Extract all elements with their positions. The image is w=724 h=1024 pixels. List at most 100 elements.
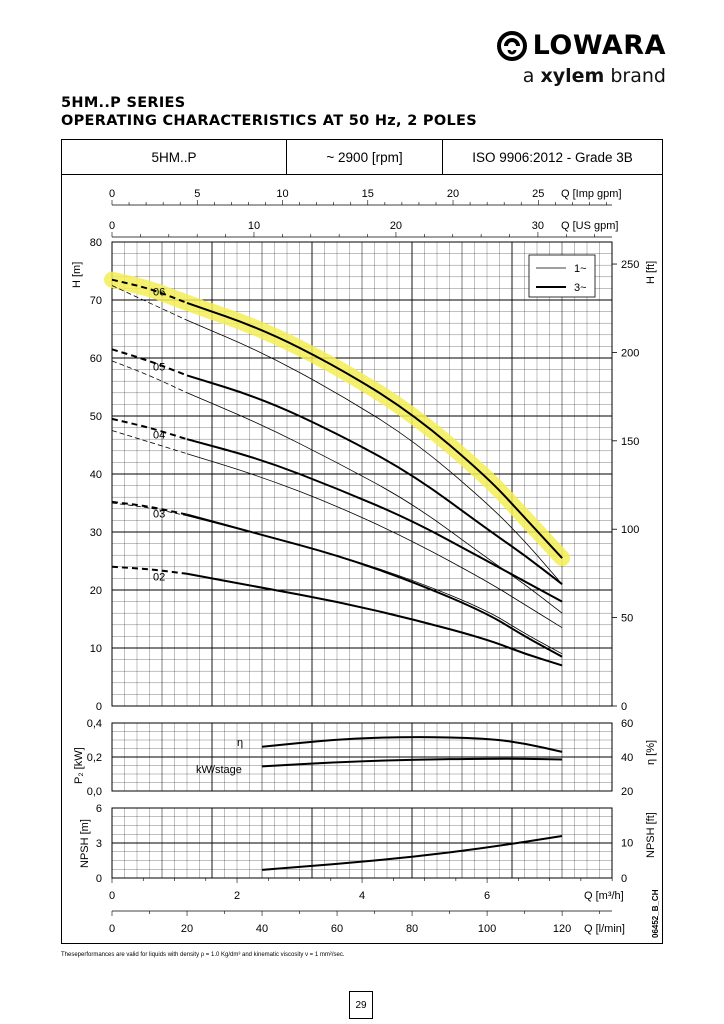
head-ytick-right-label: 0 [621,701,627,713]
power-ytick-label: 0,4 [87,718,102,730]
m3h-axis-label: Q [m³/h] [584,890,624,902]
head-ylabel: H [m] [71,262,83,288]
head-ytick-label: 60 [90,353,102,365]
page-number: 29 [349,991,373,1019]
power-ylabel-right: η [%] [645,740,657,765]
legend-box [528,254,596,298]
head-ytick-label: 70 [90,295,102,307]
imp-axis-label: Q [Imp gpm] [561,188,622,200]
footnote: Theseperformances are valid for liquids … [61,952,345,958]
head-curve-03-thin-dashed [111,502,188,517]
head-ytick-right-label: 150 [621,436,639,448]
us-tick-label: 20 [390,220,402,232]
npsh-curve [261,835,563,871]
head-curve-05-thick [186,374,563,585]
head-ytick-label: 80 [90,237,102,249]
curve-label-04: 04 [153,430,165,442]
us-tick-label: 30 [532,220,544,232]
speed-cell: ~ 2900 [rpm] [287,140,443,174]
lmin-tick-label: 40 [256,923,268,935]
brand-name: LOWARA [532,30,666,61]
head-ytick-label: 50 [90,411,102,423]
imp-tick-label: 10 [276,188,288,200]
drawing-code: 06452_B_CH [651,889,660,938]
npsh-ylabel-right: NPSH [ft] [645,812,657,858]
head-curve-04-thin [186,453,563,629]
imp-tick-label: 25 [532,188,544,200]
brand-block: LOWARA a xylem brand [496,30,666,87]
standard-cell: ISO 9906:2012 - Grade 3B [472,149,633,165]
npsh-ylabel: NPSH [m] [79,819,91,868]
curve-label-02: 02 [153,572,165,584]
lmin-tick-label: 0 [109,923,115,935]
head-curve-04-thick [186,438,563,603]
us-tick-label: 10 [248,220,260,232]
head-curve-06-thick-dashed [111,278,188,304]
head-border [111,241,613,707]
head-curve-06-thin [186,319,563,585]
series-title: 5HM..P SERIES [61,95,186,111]
m3h-tick-label: 0 [109,890,115,902]
page-title: 5HM..P SERIES OPERATING CHARACTERISTICS … [61,94,477,130]
brand-logo: LOWARA [496,30,666,61]
head-ytick-label: 20 [90,585,102,597]
head-curve-06-thin-dashed [111,285,188,321]
head-ytick-right-label: 100 [621,524,639,536]
head-ylabel-right: H [ft] [645,261,657,284]
npsh-ytick-right-label: 0 [621,873,627,885]
npsh-ytick-label: 6 [96,803,102,815]
imp-tick-label: 5 [194,188,200,200]
eta-ytick-label: 60 [621,718,633,730]
legend-label-1: 1~ [574,263,587,275]
head-ytick-right-label: 50 [621,613,633,625]
us-tick-label: 0 [109,220,115,232]
head-ytick-label: 40 [90,469,102,481]
head-curve-04-thin-dashed [111,430,188,455]
kw-label: kW/stage [196,764,242,776]
head-ytick-right-label: 200 [621,347,639,359]
model-cell: 5HM..P [62,140,287,174]
head-ytick-label: 0 [96,701,102,713]
head-ytick-label: 10 [90,643,102,655]
kw-curve [261,757,563,768]
head-ytick-right-label: 250 [621,259,639,271]
power-ylabel: P₂ [kW] [73,747,85,784]
head-curve-05-thin-dashed [111,360,188,394]
lmin-tick-label: 80 [406,923,418,935]
lmin-tick-label: 120 [553,923,571,935]
us-axis-label: Q [US gpm] [561,220,618,232]
lmin-tick-label: 20 [181,923,193,935]
npsh-ytick-label: 3 [96,838,102,850]
lmin-axis-label: Q [l/min] [584,923,625,935]
head-curve-05-thick-dashed [111,348,188,377]
head-curve-03-thick-dashed [111,500,188,516]
chart-frame [61,174,663,944]
m3h-tick-label: 2 [234,890,240,902]
power-ytick-label: 0,0 [87,786,102,798]
eta-ytick-label: 20 [621,786,633,798]
power-border [111,722,613,792]
head-curve-06-thick [186,301,563,559]
curve-label-06: 06 [153,286,165,298]
head-curve-02-thick [186,572,563,667]
curve-label-03: 03 [153,508,165,520]
head-curve-04-thick-dashed [111,417,188,441]
imp-tick-label: 20 [447,188,459,200]
imp-tick-label: 15 [362,188,374,200]
npsh-ytick-right-label: 10 [621,837,633,849]
brand-tagline: a xylem brand [522,65,666,87]
npsh-ytick-label: 0 [96,873,102,885]
imp-tick-label: 0 [109,188,115,200]
curve-label-05: 05 [153,362,165,374]
head-ytick-label: 30 [90,527,102,539]
head-curve-03-thick [186,513,563,658]
eta-ytick-label: 40 [621,752,633,764]
characteristics-title: OPERATING CHARACTERISTICS AT 50 Hz, 2 PO… [61,113,477,129]
m3h-tick-label: 4 [359,890,365,902]
head-curve-02-thick-dashed [111,565,188,575]
head-curve-03-thin [186,515,563,655]
power-ytick-label: 0,2 [87,752,102,764]
m3h-tick-label: 6 [484,890,490,902]
lmin-tick-label: 60 [331,923,343,935]
